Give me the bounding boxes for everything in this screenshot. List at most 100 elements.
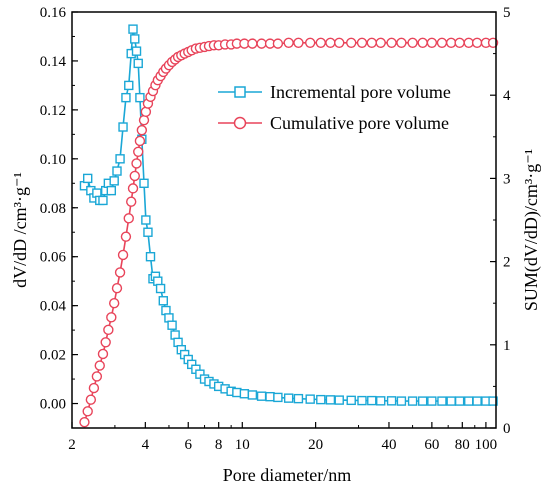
cumulative-data-point [454, 37, 465, 48]
incremental-data-point [386, 396, 397, 406]
cumulative-data-point [131, 158, 142, 169]
legend-marker-square [234, 86, 246, 98]
cumulative-data-point [126, 196, 137, 207]
incremental-data-point [145, 252, 156, 262]
incremental-data-point [346, 395, 356, 406]
cumulative-data-point [366, 37, 377, 48]
incremental-data-point [293, 393, 304, 404]
incremental-data-point [417, 396, 428, 406]
incremental-data-point [325, 395, 336, 405]
incremental-data-point [139, 178, 149, 188]
cumulative-data-point [103, 324, 114, 336]
cumulative-data-point [471, 37, 483, 48]
legend-label: Cumulative pore volume [270, 113, 449, 133]
cumulative-data-point [91, 371, 103, 382]
cumulative-data-point [94, 360, 105, 371]
cumulative-data-point [463, 37, 474, 48]
incremental-data-point [130, 34, 140, 44]
incremental-data-point [128, 24, 138, 34]
y-left-tick-label: 0.00 [40, 397, 66, 413]
x-tick-label: 20 [308, 437, 323, 453]
cumulative-data-point [136, 124, 148, 136]
plot-area [79, 24, 499, 428]
incremental-data-point [446, 396, 456, 406]
incremental-data-point [396, 396, 407, 406]
incremental-data-point [334, 395, 344, 405]
cumulative-data-point [140, 106, 152, 118]
cumulative-data-point [108, 298, 120, 309]
cumulative-data-point [407, 37, 418, 48]
incremental-data-point [488, 396, 498, 406]
cumulative-data-point [120, 231, 132, 242]
legend: Incremental pore volume Cumulative pore v… [218, 82, 451, 133]
y-axis-right-title: SUM(dV/dD)/cm³·g⁻¹ [521, 149, 542, 311]
cumulative-data-point [315, 37, 326, 48]
incremental-data-point [158, 296, 168, 306]
incremental-data-point [143, 227, 153, 237]
incremental-data-point [437, 396, 447, 406]
incremental-data-point [98, 195, 108, 206]
y-right-tick-label: 2 [503, 255, 511, 271]
incremental-data-point [357, 395, 367, 406]
incremental-data-point [283, 393, 294, 403]
y-left-tick-label: 0.06 [40, 250, 67, 266]
y-left-tick-label: 0.02 [40, 348, 66, 364]
cumulative-data-point [436, 37, 448, 48]
axis-titles: Pore diameter/nm dV/dD /cm³·g⁻¹ SUM(dV/d… [10, 149, 542, 485]
incremental-data-point [232, 387, 242, 398]
incremental-data-point [247, 390, 258, 400]
cumulative-data-point [79, 416, 90, 428]
legend-marker-circle [233, 116, 247, 130]
incremental-data-point [454, 396, 465, 406]
incremental-data-point [109, 176, 119, 186]
cumulative-data-point [375, 37, 386, 48]
cumulative-data-point [283, 37, 294, 48]
incremental-data-point [118, 122, 128, 132]
incremental-data-point [115, 154, 125, 164]
incremental-data-point [427, 396, 437, 406]
cumulative-data-point [117, 249, 129, 261]
y-right-tick-label: 0 [503, 421, 511, 437]
cumulative-data-point [305, 37, 316, 48]
cumulative-data-point [106, 312, 117, 323]
incremental-data-point [305, 394, 315, 404]
incremental-data-point [135, 92, 145, 103]
x-tick-label: 2 [68, 437, 76, 453]
incremental-data-point [121, 92, 131, 103]
incremental-data-point [376, 396, 386, 406]
cumulative-data-point [85, 394, 97, 405]
legend-label: Incremental pore volume [270, 82, 451, 102]
incremental-data-point [106, 185, 117, 196]
incremental-data-point [239, 389, 250, 399]
incremental-data-point [112, 166, 122, 176]
cumulative-data-point [97, 348, 109, 360]
x-tick-label: 8 [215, 437, 223, 453]
y-right-tick-label: 5 [503, 5, 511, 21]
plot-frame [71, 11, 497, 429]
cumulative-data-point [346, 37, 357, 48]
incremental-data-point [133, 58, 143, 69]
cumulative-data-point [111, 283, 123, 294]
cumulative-data-point [138, 114, 150, 126]
y-left-tick-label: 0.12 [40, 103, 66, 119]
incremental-data-point [256, 391, 267, 401]
x-axis-title: Pore diameter/nm [223, 465, 351, 485]
cumulative-data-point [293, 37, 304, 48]
incremental-data-point [265, 391, 275, 402]
incremental-data-point [407, 396, 418, 406]
y-left-tick-label: 0.04 [40, 299, 67, 315]
axes: 2 4 6 8 10 20 40 60 80 1000.000.020.040.060.080.1… [40, 5, 511, 453]
cumulative-data-point [334, 37, 345, 48]
cumulative-data-point [356, 37, 368, 48]
y-right-tick-label: 4 [503, 88, 511, 104]
y-right-tick-label: 3 [503, 171, 511, 187]
incremental-data-point [464, 396, 474, 406]
incremental-data-point [367, 395, 377, 406]
cumulative-data-point [396, 37, 407, 48]
incremental-data-point [316, 394, 326, 405]
cumulative-data-point [426, 37, 438, 48]
cumulative-data-point [114, 267, 126, 278]
cumulative-data-point [123, 213, 134, 224]
cumulative-data-point [417, 37, 428, 48]
